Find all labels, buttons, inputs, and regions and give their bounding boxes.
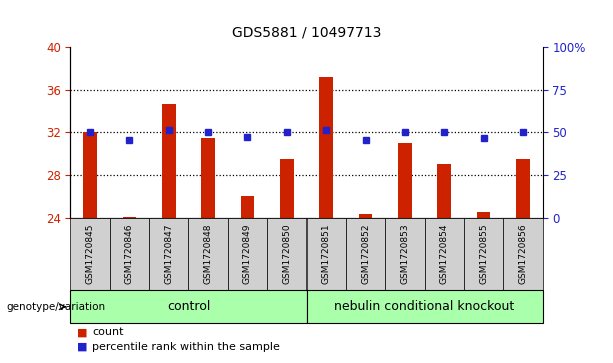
Text: count: count (92, 327, 123, 337)
Bar (201, 138, 215, 218)
Text: GDS5881 / 10497713: GDS5881 / 10497713 (232, 26, 381, 40)
Bar (464, 218, 503, 290)
Text: GSM1720850: GSM1720850 (283, 224, 291, 285)
Bar (437, 164, 451, 218)
Bar (267, 218, 306, 290)
Bar (83, 132, 97, 218)
Bar (319, 77, 333, 218)
Text: GSM1720852: GSM1720852 (361, 224, 370, 284)
Text: GSM1720847: GSM1720847 (164, 224, 173, 284)
Text: nebulin conditional knockout: nebulin conditional knockout (334, 300, 515, 313)
Text: GSM1720853: GSM1720853 (400, 224, 409, 285)
Bar (398, 143, 412, 218)
Bar (70, 218, 110, 290)
Bar (189, 218, 228, 290)
Text: percentile rank within the sample: percentile rank within the sample (92, 342, 280, 352)
Bar (346, 218, 385, 290)
Bar (70, 290, 306, 323)
Bar (359, 213, 372, 218)
Text: GSM1720849: GSM1720849 (243, 224, 252, 284)
Text: GSM1720848: GSM1720848 (204, 224, 213, 284)
Bar (385, 218, 424, 290)
Text: genotype/variation: genotype/variation (6, 302, 105, 312)
Text: GSM1720854: GSM1720854 (440, 224, 449, 284)
Bar (110, 218, 149, 290)
Text: GSM1720846: GSM1720846 (125, 224, 134, 284)
Text: GSM1720856: GSM1720856 (519, 224, 527, 285)
Bar (477, 212, 490, 218)
Bar (306, 290, 543, 323)
Bar (503, 218, 543, 290)
Bar (228, 218, 267, 290)
Bar (149, 218, 189, 290)
Bar (306, 218, 346, 290)
Text: GSM1720851: GSM1720851 (322, 224, 330, 285)
Bar (123, 217, 136, 218)
Bar (516, 159, 530, 218)
Bar (424, 218, 464, 290)
Text: control: control (167, 300, 210, 313)
Bar (280, 159, 294, 218)
Bar (162, 104, 176, 218)
Text: GSM1720845: GSM1720845 (86, 224, 94, 284)
Text: GSM1720855: GSM1720855 (479, 224, 488, 285)
Text: ■: ■ (77, 327, 87, 337)
Bar (241, 196, 254, 218)
Text: ■: ■ (77, 342, 87, 352)
